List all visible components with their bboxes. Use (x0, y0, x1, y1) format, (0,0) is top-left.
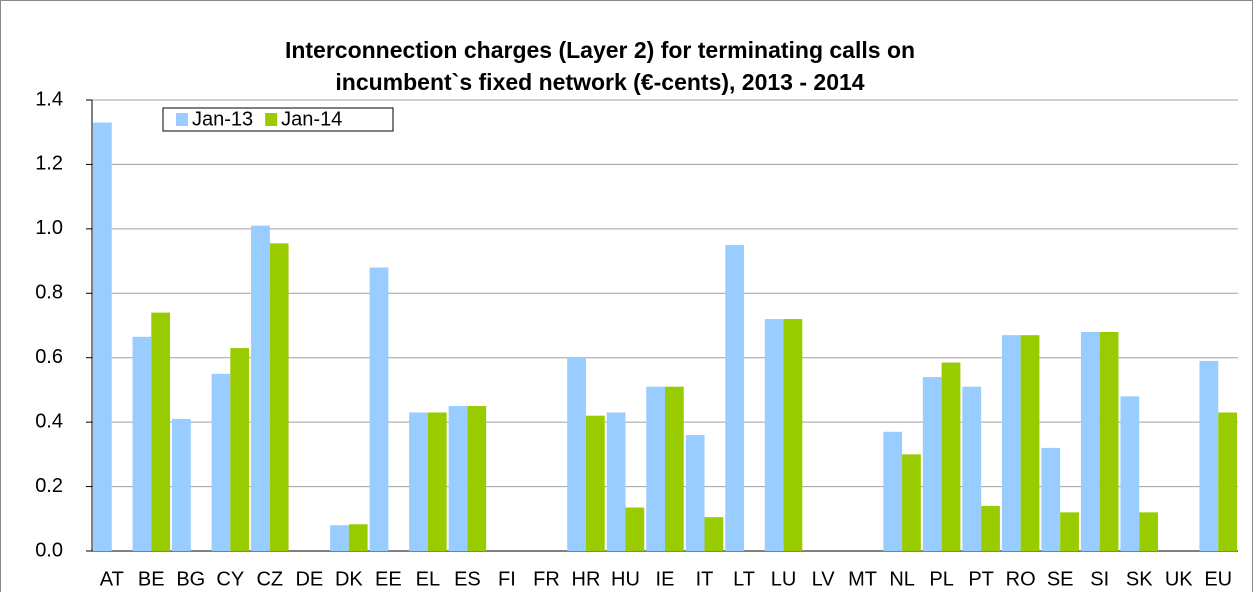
bar (1199, 360, 1219, 551)
bar (251, 225, 270, 551)
bar (1080, 331, 1100, 551)
legend-swatch (176, 113, 188, 126)
bar (348, 524, 368, 551)
x-tick-label: SE (1047, 568, 1074, 590)
x-tick-label: LU (771, 568, 797, 590)
bar (409, 412, 428, 551)
bar (704, 517, 724, 551)
x-tick-label: BE (138, 568, 165, 590)
bar (369, 267, 389, 551)
x-tick-label: UK (1165, 568, 1193, 590)
x-tick-label: BG (176, 568, 205, 590)
bar (467, 406, 487, 551)
y-tick-label: 0.6 (35, 346, 63, 368)
bar (132, 336, 152, 551)
bar (1041, 447, 1061, 551)
x-tick-label: IE (656, 568, 675, 590)
x-tick-label: ES (454, 568, 481, 590)
bar (230, 348, 250, 551)
bar (902, 454, 921, 551)
bar (1099, 331, 1119, 551)
bar (93, 122, 112, 552)
x-tick-label: DE (295, 568, 323, 590)
x-tick-label: EE (375, 568, 402, 590)
bar (448, 406, 468, 551)
bar (685, 435, 705, 551)
y-tick-label: 1.2 (35, 153, 63, 175)
bar (172, 418, 191, 551)
x-tick-label: NL (889, 568, 915, 590)
bar (1120, 396, 1140, 551)
x-tick-label: LV (812, 568, 836, 590)
bar (883, 431, 903, 551)
bar (211, 373, 231, 551)
bar (783, 319, 803, 551)
bar (585, 415, 605, 551)
x-tick-label: SK (1126, 568, 1153, 590)
bar (962, 386, 982, 551)
x-tick-label: DK (335, 568, 363, 590)
chart-title: incumbent`s fixed network (€-cents), 201… (335, 69, 864, 95)
bar (606, 412, 626, 551)
x-tick-label: EU (1204, 568, 1232, 590)
x-tick-label: EL (416, 568, 440, 590)
bar (1060, 512, 1079, 551)
x-tick-label: CZ (256, 568, 283, 590)
x-tick-label: SI (1090, 568, 1109, 590)
x-tick-label: FR (533, 568, 560, 590)
y-tick-label: 1.0 (35, 217, 63, 239)
bar (427, 412, 447, 551)
bar (269, 243, 289, 551)
legend-swatch (265, 113, 278, 126)
x-tick-label: HU (611, 568, 640, 590)
x-tick-label: LT (733, 568, 755, 590)
bar (646, 386, 665, 551)
x-tick-label: IT (696, 568, 714, 590)
y-tick-label: 0.0 (35, 539, 63, 561)
bar (725, 244, 745, 551)
legend-label: Jan-14 (281, 108, 342, 130)
x-tick-label: FI (498, 568, 516, 590)
legend-label: Jan-13 (192, 108, 253, 130)
bar (941, 362, 961, 551)
bar (1218, 412, 1237, 551)
bar (1020, 335, 1040, 551)
bar (1139, 512, 1158, 551)
x-tick-label: RO (1006, 568, 1036, 590)
y-tick-label: 0.8 (35, 282, 63, 304)
bar (981, 505, 1000, 551)
bar (151, 312, 171, 551)
y-tick-label: 1.4 (35, 88, 63, 110)
x-tick-label: PL (929, 568, 953, 590)
bar (922, 377, 942, 551)
x-tick-label: CY (216, 568, 244, 590)
bar (330, 525, 349, 551)
x-tick-label: HR (572, 568, 601, 590)
x-tick-label: PT (968, 568, 994, 590)
bar (665, 386, 684, 551)
x-tick-label: MT (848, 568, 877, 590)
bar (764, 319, 784, 551)
y-tick-label: 0.2 (35, 475, 63, 497)
bar (625, 507, 645, 551)
bar (1001, 335, 1021, 551)
y-tick-label: 0.4 (35, 410, 63, 432)
x-tick-label: AT (100, 568, 124, 590)
legend-box (162, 107, 394, 132)
bar (567, 357, 586, 551)
chart-title: Interconnection charges (Layer 2) for te… (285, 37, 915, 63)
